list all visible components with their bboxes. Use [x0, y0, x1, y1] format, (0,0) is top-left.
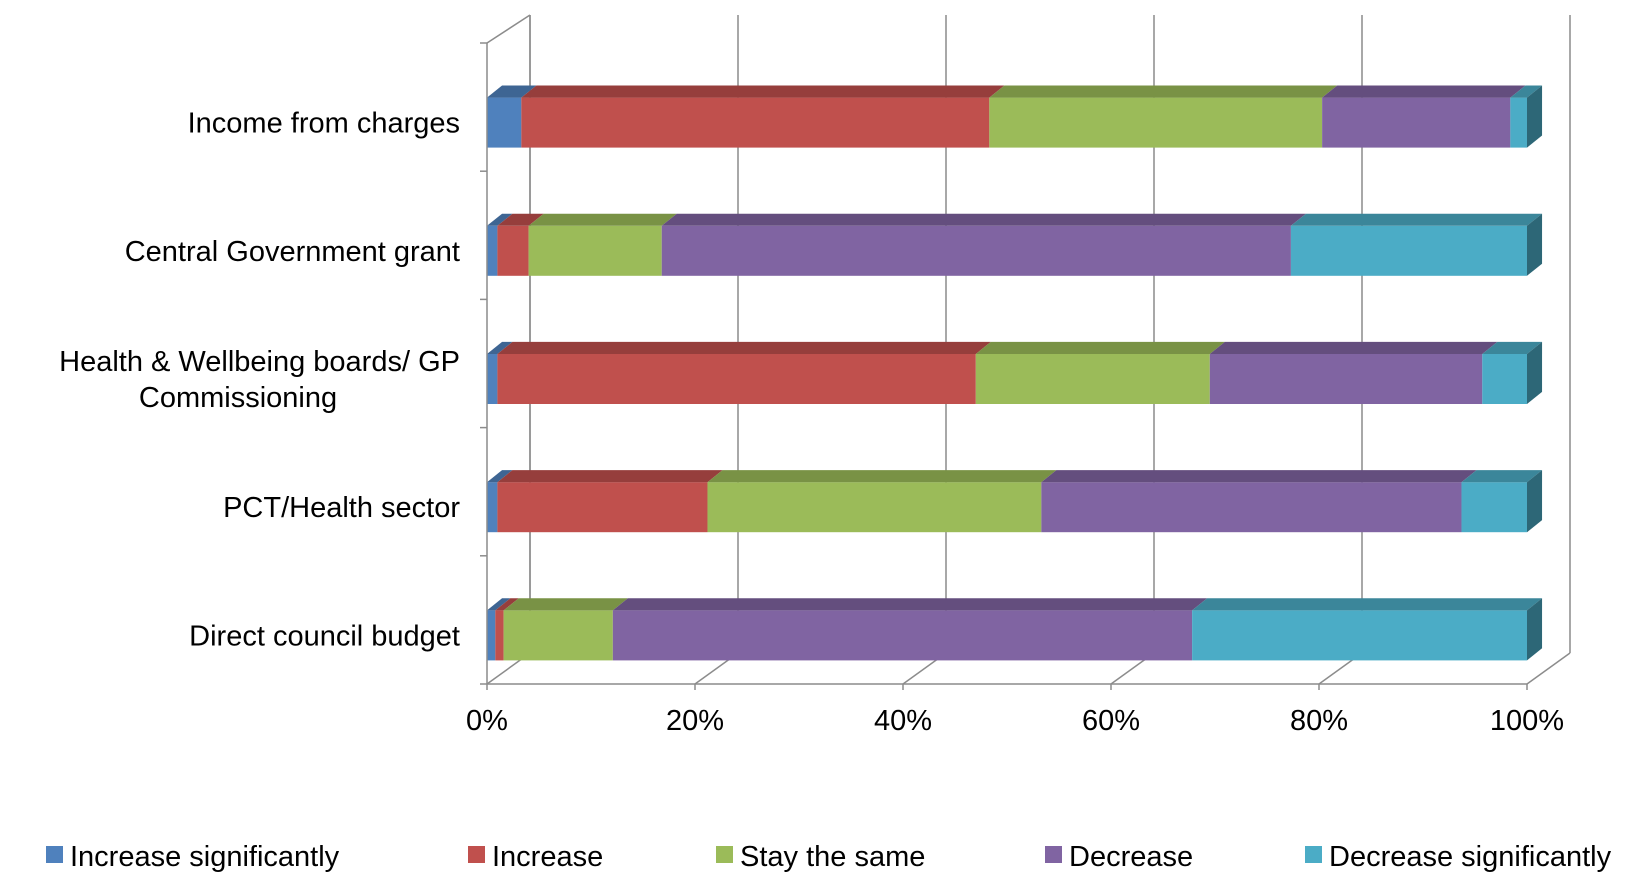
bar-segment-health-wellbeing-boards-gp-commissioning-decrease-significantly-top — [1482, 341, 1543, 354]
bar-segment-income-from-charges-stay-the-same — [989, 97, 1323, 148]
bar-segment-pct-health-sector-stay-the-same — [707, 482, 1042, 533]
bar-segment-income-from-charges-decrease-significantly-top — [1510, 85, 1543, 98]
bar-segment-pct-health-sector-increase-top — [497, 470, 723, 483]
legend-swatch-decrease — [1045, 846, 1062, 863]
legend-swatch-decrease-significantly — [1305, 846, 1322, 863]
category-label-health-wellbeing-boards-gp-commissioning: Commissioning — [139, 382, 337, 414]
bar-segment-central-government-grant-decrease — [661, 225, 1291, 276]
legend-swatch-increase — [468, 846, 485, 863]
legend-label-increase: Increase — [492, 841, 603, 873]
bar-segment-direct-council-budget-increase-significantly — [487, 610, 496, 661]
bar-segment-central-government-grant-stay-the-same — [528, 225, 662, 276]
x-tick-label: 20% — [666, 705, 724, 737]
bar-segment-health-wellbeing-boards-gp-commissioning-increase-top — [497, 341, 991, 354]
bar-segment-health-wellbeing-boards-gp-commissioning-increase — [497, 354, 976, 404]
bar-segment-pct-health-sector-stay-the-same-top — [707, 470, 1057, 483]
floor-gridline — [1526, 652, 1571, 685]
bar-segment-income-from-charges-decrease-top — [1322, 85, 1526, 98]
bar-segment-pct-health-sector-increase — [497, 482, 708, 533]
bar-segment-income-from-charges-increase — [521, 97, 990, 148]
bar-segment-central-government-grant-decrease-significantly-top — [1290, 213, 1543, 226]
bar-segment-health-wellbeing-boards-gp-commissioning-stay-the-same — [975, 354, 1210, 404]
bar-segment-health-wellbeing-boards-gp-commissioning-decrease-top — [1209, 341, 1498, 354]
x-tick-label: 100% — [1490, 705, 1564, 737]
bar-segment-central-government-grant-increase-significantly — [487, 225, 498, 276]
legend-label-stay-the-same: Stay the same — [740, 841, 925, 873]
bar-segment-pct-health-sector-decrease-top — [1041, 470, 1477, 483]
bar-segment-central-government-grant-increase-top — [497, 213, 544, 226]
bar-segment-central-government-grant-decrease-top — [661, 213, 1306, 226]
bar-segment-pct-health-sector-increase-significantly — [487, 482, 498, 533]
category-label-pct-health-sector: PCT/Health sector — [223, 492, 460, 524]
bar-segment-central-government-grant-decrease-significantly — [1290, 225, 1527, 276]
legend-label-decrease-significantly: Decrease significantly — [1329, 841, 1612, 873]
x-tick-label: 80% — [1290, 705, 1348, 737]
bar-segment-health-wellbeing-boards-gp-commissioning-increase-significantly-top — [487, 341, 513, 354]
bar-segment-direct-council-budget-decrease-significantly — [1192, 610, 1527, 661]
side-wall-top-edge — [486, 14, 531, 44]
legend-swatch-increase-significantly — [46, 846, 63, 863]
bar-segment-direct-council-budget-decrease-significantly-top — [1192, 598, 1543, 611]
bar-segment-health-wellbeing-boards-gp-commissioning-increase-significantly — [487, 354, 498, 404]
bar-segment-direct-council-budget-stay-the-same-top — [503, 598, 628, 611]
bar-end-health-wellbeing-boards-gp-commissioning — [1527, 341, 1543, 404]
bar-segment-income-from-charges-decrease-significantly — [1510, 97, 1527, 148]
bar-segment-health-wellbeing-boards-gp-commissioning-stay-the-same-top — [975, 341, 1225, 354]
bar-segment-direct-council-budget-decrease-top — [612, 598, 1208, 611]
bar-segment-direct-council-budget-increase-top — [495, 598, 519, 611]
bar-segment-income-from-charges-decrease — [1322, 97, 1511, 148]
x-tick-label: 40% — [874, 705, 932, 737]
legend-label-decrease: Decrease — [1069, 841, 1193, 873]
bar-segment-direct-council-budget-increase — [495, 610, 504, 661]
bar-end-central-government-grant — [1527, 213, 1543, 276]
category-label-direct-council-budget: Direct council budget — [189, 620, 460, 652]
bar-segment-pct-health-sector-decrease — [1041, 482, 1462, 533]
bar-segment-direct-council-budget-decrease — [612, 610, 1193, 661]
category-label-health-wellbeing-boards-gp-commissioning: Health & Wellbeing boards/ GP — [59, 346, 460, 378]
bar-segment-pct-health-sector-increase-significantly-top — [487, 470, 513, 483]
bar-segment-income-from-charges-increase-significantly — [487, 97, 522, 148]
bar-segment-pct-health-sector-decrease-significantly-top — [1461, 470, 1543, 483]
bar-segment-income-from-charges-increase-top — [521, 85, 1005, 98]
bar-segment-pct-health-sector-decrease-significantly — [1461, 482, 1527, 533]
bar-segment-central-government-grant-increase-significantly-top — [487, 213, 513, 226]
legend-swatch-stay-the-same — [716, 846, 733, 863]
bar-segment-health-wellbeing-boards-gp-commissioning-decrease-significantly — [1482, 354, 1527, 404]
x-tick-label: 60% — [1082, 705, 1140, 737]
bar-segment-central-government-grant-stay-the-same-top — [528, 213, 677, 226]
legend-label-increase-significantly: Increase significantly — [70, 841, 340, 873]
bar-segment-income-from-charges-increase-significantly-top — [487, 85, 537, 98]
bar-end-pct-health-sector — [1527, 470, 1543, 533]
category-label-central-government-grant: Central Government grant — [125, 236, 460, 268]
x-tick-label: 0% — [466, 705, 508, 737]
bar-segment-income-from-charges-stay-the-same-top — [989, 85, 1338, 98]
bar-segment-direct-council-budget-increase-significantly-top — [487, 598, 511, 611]
bar-end-direct-council-budget — [1527, 598, 1543, 661]
category-label-income-from-charges: Income from charges — [188, 108, 460, 140]
bar-segment-central-government-grant-increase — [497, 225, 529, 276]
bar-end-income-from-charges — [1527, 85, 1543, 148]
bar-segment-health-wellbeing-boards-gp-commissioning-decrease — [1209, 354, 1483, 404]
bar-segment-direct-council-budget-stay-the-same — [503, 610, 613, 661]
